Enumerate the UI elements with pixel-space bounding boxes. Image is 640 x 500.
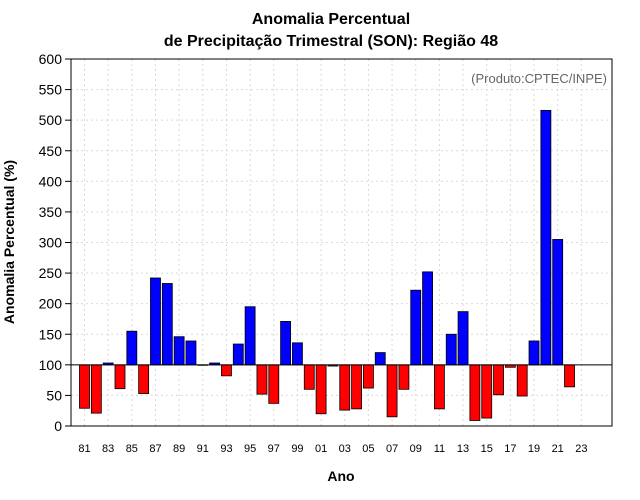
bar-05 (363, 364, 374, 389)
y-tick-label: 250 (39, 265, 63, 281)
y-tick-label: 200 (39, 296, 63, 312)
y-tick-label: 600 (39, 51, 63, 67)
bar-99 (292, 342, 303, 366)
y-tick-label: 550 (39, 82, 63, 98)
x-tick-label: 21 (552, 443, 564, 455)
x-tick-label: 01 (315, 443, 327, 455)
bar-10 (422, 271, 433, 366)
bar-86 (138, 364, 150, 394)
x-tick-label: 85 (126, 443, 138, 455)
bar-88 (161, 283, 173, 366)
credit-text: (Produto:CPTEC/INPE) (471, 71, 607, 86)
x-tick-label: 15 (481, 443, 493, 455)
bar-20 (540, 109, 552, 366)
x-axis-ticks: 81 83 85 87 89 91 93 95 97 99 01 03 05 07 09 11 13 15 17 19… (78, 443, 587, 455)
x-tick-label: 95 (244, 443, 256, 455)
bar-08 (398, 364, 410, 390)
bar-12 (445, 333, 457, 366)
chart-title-line1: Anomalia Percentual (252, 11, 410, 28)
x-tick-label: 99 (291, 443, 303, 455)
bar-13 (457, 311, 469, 366)
bar-95 (244, 306, 256, 366)
y-tick-label: 150 (39, 326, 63, 342)
bar-82 (90, 364, 102, 414)
bar-93 (221, 364, 232, 377)
bar-16 (493, 364, 504, 396)
bar-21 (552, 239, 564, 366)
bar-18 (516, 364, 528, 397)
bar-96 (256, 364, 268, 395)
bar-14 (469, 364, 481, 421)
bar-11 (433, 364, 445, 410)
bar-98 (280, 321, 292, 366)
x-tick-label: 03 (339, 443, 351, 455)
bar-85 (126, 330, 138, 366)
x-tick-label: 11 (434, 443, 445, 455)
y-tick-label: 0 (54, 418, 62, 434)
bar-15 (481, 364, 493, 419)
bar-series (79, 109, 575, 421)
x-tick-label: 91 (197, 443, 209, 455)
y-tick-label: 350 (39, 204, 63, 220)
x-tick-label: 09 (410, 443, 422, 455)
x-tick-label: 17 (504, 443, 516, 455)
bar-97 (268, 364, 280, 404)
bar-03 (339, 364, 351, 411)
x-tick-label: 87 (149, 443, 161, 455)
bar-90 (185, 340, 197, 366)
x-tick-label: 13 (457, 443, 469, 455)
bar-07 (386, 364, 398, 418)
bar-94 (232, 343, 244, 366)
bar-87 (150, 277, 161, 366)
bar-89 (173, 336, 185, 366)
x-tick-label: 93 (220, 443, 232, 455)
chart-title-line2: de Precipitação Trimestral (SON): Região… (164, 33, 498, 50)
bar-22 (564, 364, 575, 388)
x-tick-label: 23 (575, 443, 587, 455)
bar-04 (351, 364, 362, 410)
x-tick-label: 81 (78, 443, 90, 455)
bar-84 (114, 364, 126, 390)
y-tick-label: 100 (39, 357, 63, 373)
bar-01 (315, 364, 327, 415)
y-axis-label: Anomalia Percentual (%) (1, 160, 17, 324)
y-tick-label: 50 (46, 387, 62, 403)
x-tick-label: 97 (268, 443, 280, 455)
x-tick-label: 19 (528, 443, 540, 455)
x-tick-label: 05 (362, 443, 374, 455)
bar-19 (528, 340, 540, 366)
y-tick-label: 450 (39, 143, 63, 159)
y-tick-label: 300 (39, 235, 63, 251)
y-axis-ticks: 0 50 100 150 200 250 300 350 400 450 500 550 600 (39, 51, 71, 434)
bar-00 (303, 364, 315, 390)
x-tick-label: 89 (173, 443, 185, 455)
bar-09 (410, 289, 422, 366)
y-tick-label: 400 (39, 173, 63, 189)
bar-06 (374, 352, 386, 366)
x-axis-label: Ano (327, 468, 354, 484)
x-tick-label: 83 (102, 443, 114, 455)
y-tick-label: 500 (39, 112, 63, 128)
x-tick-label: 07 (386, 443, 398, 455)
bar-81 (79, 364, 90, 409)
